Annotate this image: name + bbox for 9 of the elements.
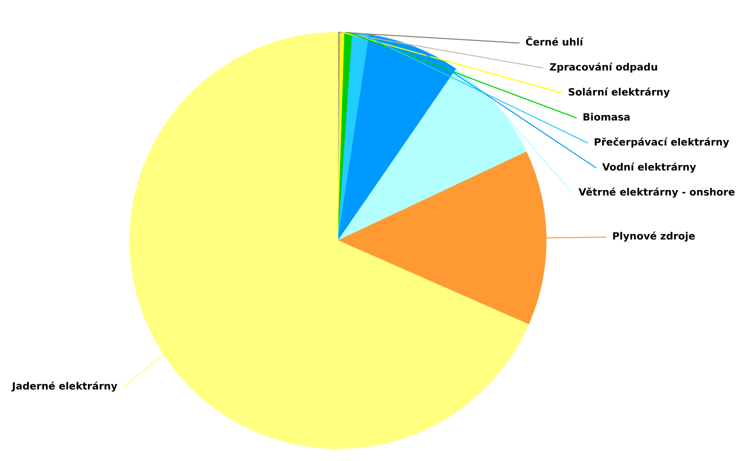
slice-label: Vodní elektrárny (602, 162, 697, 174)
slice-label: Zpracování odpadu (549, 62, 658, 74)
slice-label: Plynové zdroje (612, 232, 696, 243)
slice-label: Jaderné elektrárny (10, 382, 118, 393)
slice-label: Černé uhlí (526, 36, 584, 49)
slice-label: Solární elektrárny (568, 88, 670, 99)
slice-label: Přečerpávací elektrárny (594, 138, 730, 149)
slice-label: Větrné elektrárny - onshore (578, 188, 736, 199)
slice-label: Biomasa (582, 112, 630, 124)
